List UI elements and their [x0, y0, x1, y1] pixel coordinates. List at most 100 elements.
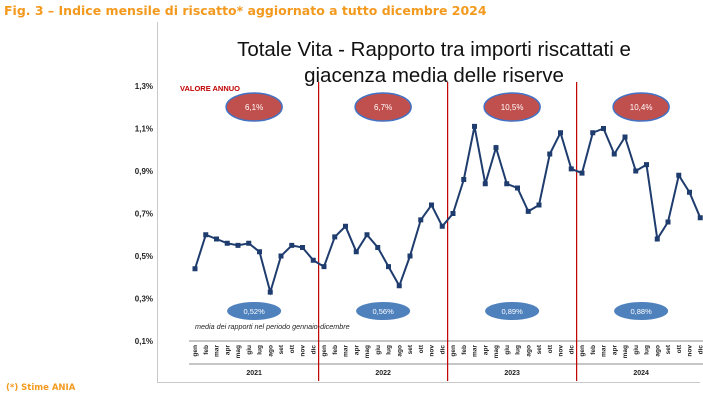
annual-value-text: 10,5%: [501, 103, 524, 112]
x-tick-label: apr: [224, 345, 231, 356]
x-tick-label: apr: [482, 345, 489, 356]
data-point: [687, 189, 692, 195]
data-point: [472, 123, 477, 129]
period-average-text: 0,56%: [372, 307, 394, 316]
annual-value-badge: [225, 92, 283, 122]
data-point: [568, 166, 574, 172]
year-label: 2021: [246, 370, 262, 377]
x-tick-label: ago: [267, 345, 274, 357]
data-point: [558, 130, 563, 136]
data-point: [429, 202, 434, 208]
data-point: [654, 236, 660, 242]
x-tick-label: mag: [493, 345, 500, 358]
data-point: [321, 264, 327, 270]
data-point: [547, 151, 553, 157]
data-point: [224, 240, 230, 246]
x-tick-label: gen: [579, 345, 586, 357]
x-tick-label: feb: [332, 345, 339, 355]
x-tick-label: set: [536, 344, 543, 354]
data-point: [461, 177, 467, 182]
data-point: [439, 223, 445, 229]
data-point: [482, 181, 488, 187]
data-point: [515, 185, 520, 191]
y-tick-label: 0,7%: [135, 210, 153, 219]
data-point: [633, 168, 639, 174]
data-point: [386, 264, 391, 270]
x-tick-label: nov: [687, 345, 694, 357]
series-line: [194, 126, 702, 296]
data-point: [246, 240, 252, 246]
x-tick-label: mar: [472, 345, 479, 357]
data-point: [407, 253, 413, 259]
x-tick-label: nov: [429, 345, 436, 357]
period-average-badge: [356, 302, 411, 320]
period-average-badge: [227, 302, 282, 320]
year-label: 2024: [633, 370, 649, 377]
data-point: [504, 181, 510, 187]
data-point: [267, 289, 273, 295]
annual-value-text: 10,4%: [630, 103, 653, 112]
annual-value-badge: [483, 92, 541, 122]
data-point: [300, 245, 305, 250]
x-tick-label: ago: [525, 345, 532, 357]
data-point: [289, 242, 295, 248]
x-tick-label: dic: [310, 345, 317, 355]
data-point: [579, 170, 585, 176]
data-point: [601, 126, 606, 131]
data-point: [310, 257, 316, 263]
data-point: [622, 134, 628, 140]
annual-value-badge: [612, 92, 670, 122]
y-tick-label: 0,3%: [135, 295, 153, 304]
x-tick-label: ott: [547, 344, 554, 353]
x-tick-label: nov: [300, 345, 307, 357]
period-average-badge: [485, 302, 540, 320]
y-tick-label: 0,9%: [135, 167, 153, 176]
x-tick-label: dic: [697, 345, 703, 355]
chart-title-line-2: giacenza media delle riserve: [304, 64, 564, 87]
x-tick-label: lug: [386, 345, 393, 355]
footnote: (*) Stime ANIA: [6, 383, 76, 393]
x-tick-label: mag: [235, 345, 242, 358]
data-point: [332, 234, 338, 240]
x-tick-label: dic: [568, 345, 575, 355]
data-point: [375, 245, 381, 250]
x-tick-label: ott: [418, 344, 425, 353]
data-point: [665, 219, 671, 225]
annual-value-badge: [354, 92, 412, 122]
x-tick-label: lug: [644, 345, 651, 355]
x-tick-label: gen: [192, 345, 199, 357]
x-tick-label: gen: [321, 345, 328, 357]
x-tick-label: set: [665, 344, 672, 354]
x-tick-label: set: [407, 344, 414, 354]
annual-value-label: VALORE ANNUO: [180, 84, 240, 93]
data-point: [364, 232, 370, 238]
period-average-badge: [614, 302, 669, 320]
x-tick-label: lug: [515, 345, 522, 355]
x-tick-label: feb: [590, 345, 597, 355]
x-tick-label: ott: [676, 344, 683, 353]
data-point: [676, 172, 682, 178]
x-tick-label: lug: [257, 345, 264, 355]
data-point: [235, 242, 241, 248]
data-point: [214, 236, 219, 242]
annual-value-text: 6,1%: [245, 103, 263, 112]
period-note: media dei rapporti nel periodo gennaio-d…: [195, 322, 350, 331]
chart-frame: [157, 22, 700, 383]
chart-title: Totale Vita - Rapporto tra importi risca…: [190, 37, 678, 89]
data-point: [644, 162, 649, 168]
x-tick-label: mag: [364, 345, 371, 358]
x-tick-label: nov: [558, 345, 565, 357]
data-point: [536, 202, 542, 208]
year-label: 2022: [375, 370, 391, 377]
x-tick-label: gen: [450, 345, 457, 357]
x-tick-label: mag: [622, 345, 629, 358]
annual-value-text: 6,7%: [374, 103, 392, 112]
data-point: [192, 266, 198, 272]
x-tick-label: ott: [289, 344, 296, 353]
chart-title-line-1: Totale Vita - Rapporto tra importi risca…: [237, 38, 631, 61]
y-tick-label: 1,3%: [135, 82, 153, 91]
x-tick-label: giu: [504, 345, 511, 355]
x-tick-label: mar: [214, 345, 221, 357]
period-average-text: 0,88%: [630, 307, 652, 316]
